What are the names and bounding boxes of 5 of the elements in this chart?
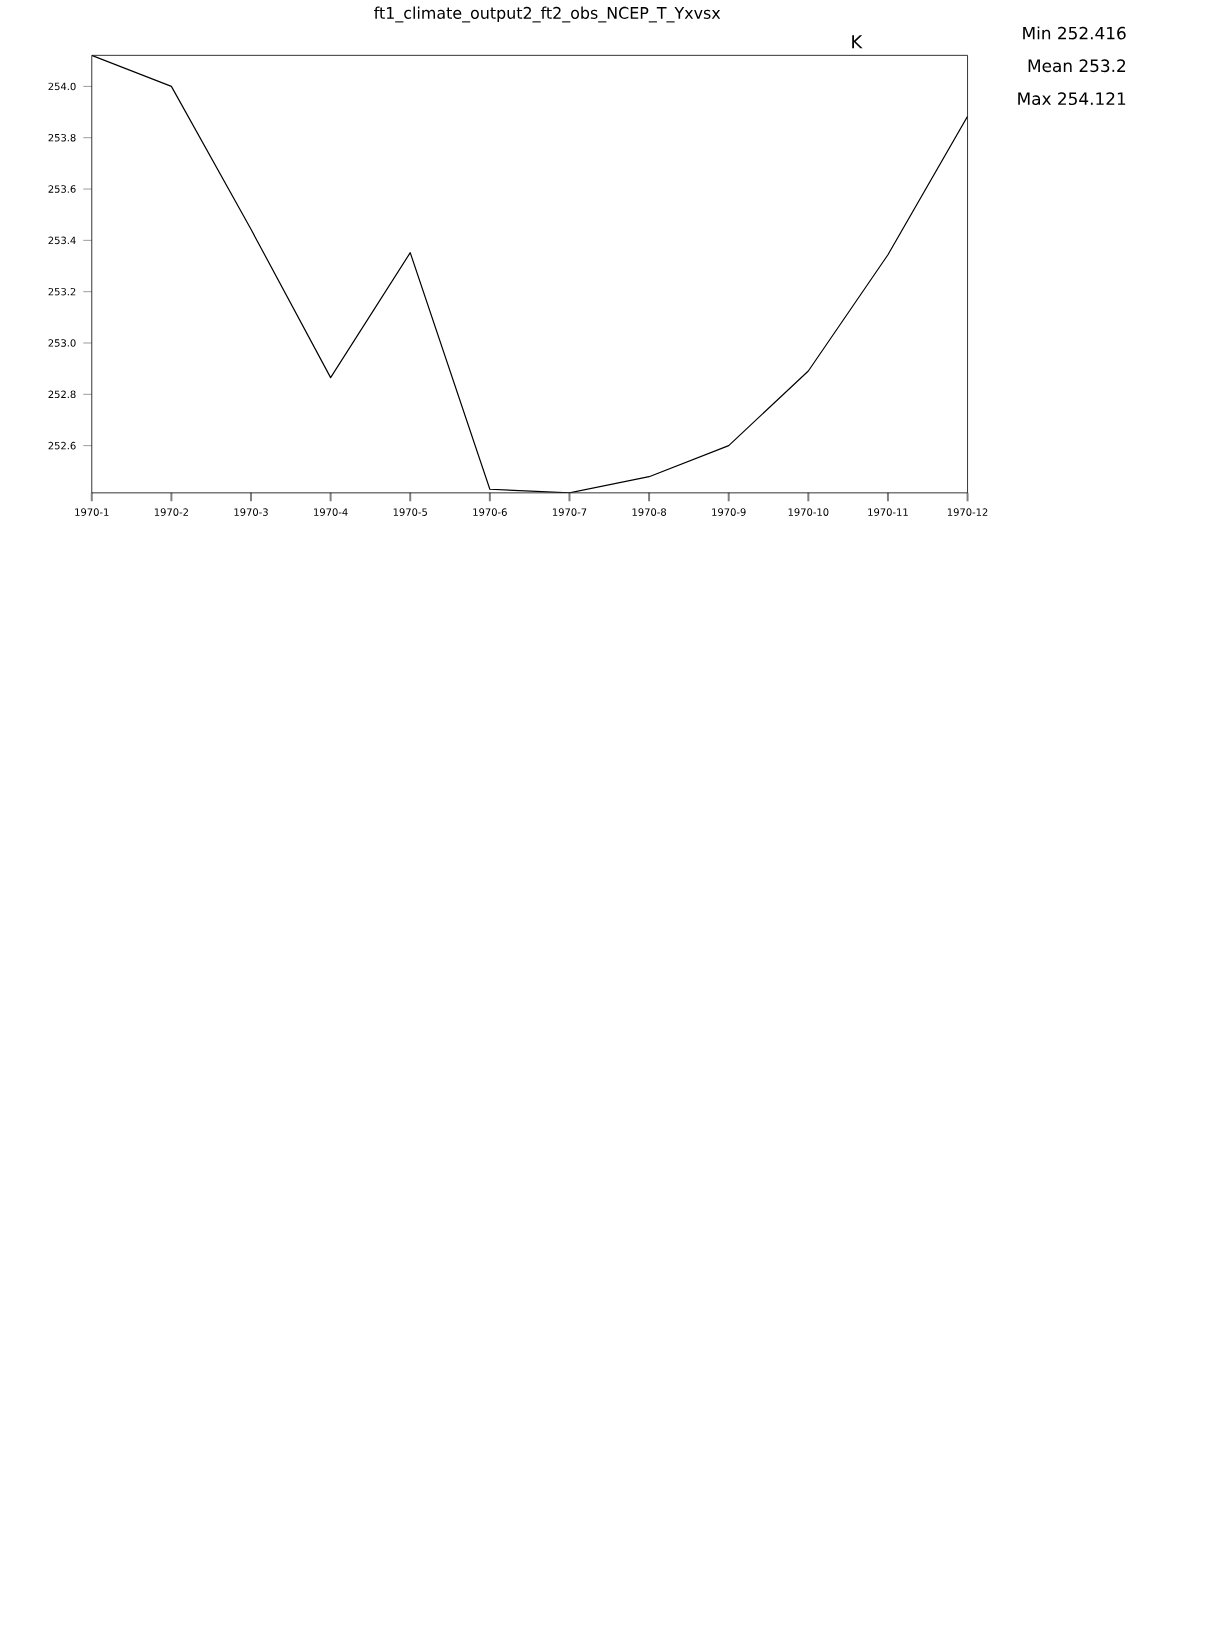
line-series: [91, 55, 968, 493]
text: Max 254.121: [1017, 92, 1125, 106]
text: Mean 253.2: [1028, 59, 1125, 73]
y-axis-title: K: [851, 35, 863, 49]
text: Min 252.416: [1022, 26, 1126, 40]
